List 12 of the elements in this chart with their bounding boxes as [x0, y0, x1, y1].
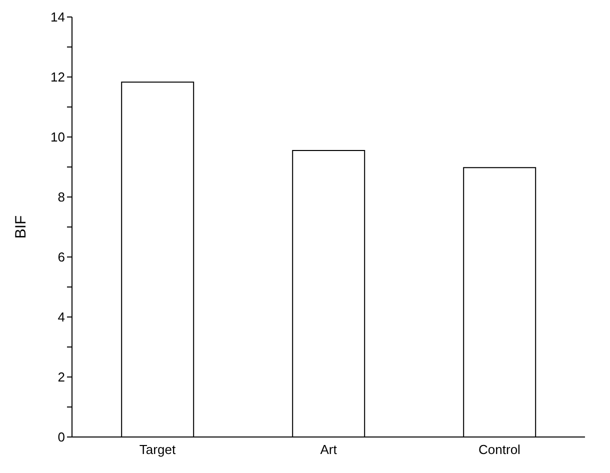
y-tick-label: 6 [58, 250, 65, 265]
y-tick-label: 10 [50, 130, 65, 145]
y-tick-label: 12 [50, 70, 65, 85]
y-tick-label: 2 [58, 370, 65, 385]
y-tick-label: 14 [50, 10, 65, 25]
y-tick-label: 4 [58, 310, 65, 325]
y-tick-label: 0 [58, 430, 65, 445]
y-tick-label: 8 [58, 190, 65, 205]
y-axis-title: BIF [12, 215, 30, 239]
x-tick-label: Art [320, 442, 338, 458]
x-tick-label: Control [478, 442, 521, 458]
x-tick-label: Target [139, 442, 176, 458]
